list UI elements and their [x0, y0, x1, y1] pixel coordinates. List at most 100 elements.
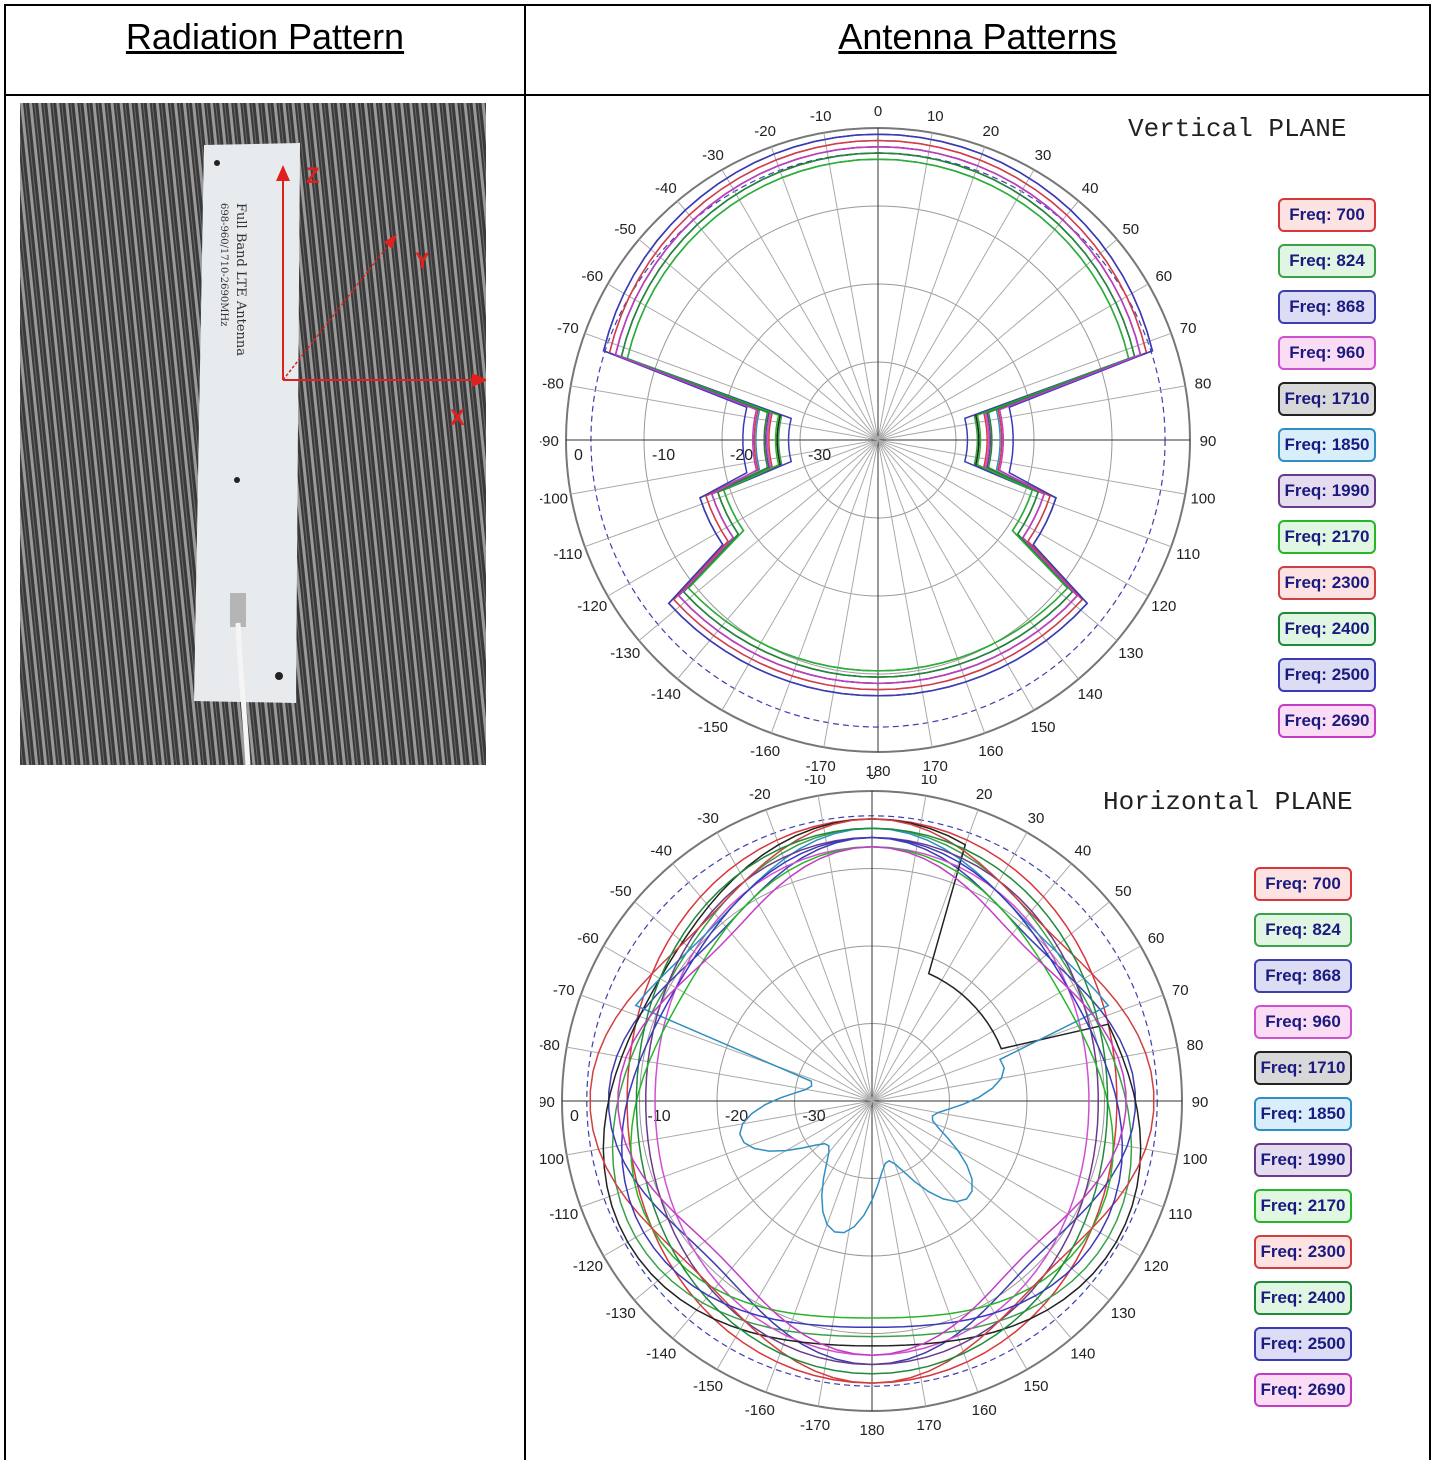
legend-item: Freq: 2500: [1278, 658, 1376, 692]
polar-spoke: [872, 1101, 1109, 1300]
angle-tick-label: -140: [651, 686, 681, 703]
angle-tick-label: -30: [702, 147, 724, 164]
angle-tick-label: 10: [927, 108, 944, 125]
angle-tick-label: -80: [542, 376, 564, 393]
angle-tick-label: -110: [553, 546, 582, 563]
angle-tick-label: 130: [1111, 1305, 1136, 1322]
angle-tick-label: -20: [754, 123, 776, 140]
angle-tick-label: 100: [1190, 490, 1215, 507]
angle-tick-label: 60: [1148, 930, 1165, 947]
angle-tick-label: 110: [1176, 546, 1200, 563]
legend-item: Freq: 1850: [1254, 1097, 1352, 1131]
angle-tick-label: -110: [549, 1206, 578, 1223]
angle-tick-label: 60: [1155, 268, 1172, 285]
angle-tick-label: -60: [577, 930, 599, 947]
angle-tick-label: 180: [859, 1422, 884, 1439]
angle-tick-label: -170: [806, 758, 836, 775]
legend-item: Freq: 1710: [1278, 382, 1376, 416]
legend-item: Freq: 2400: [1254, 1281, 1352, 1315]
angle-tick-label: 110: [1168, 1206, 1192, 1223]
radial-tick-label: -10: [652, 447, 675, 464]
angle-tick-label: 170: [916, 1417, 941, 1434]
angle-tick-label: -70: [557, 320, 579, 337]
legend-item: Freq: 1990: [1254, 1143, 1352, 1177]
angle-tick-label: -50: [610, 883, 632, 900]
legend-item: Freq: 2170: [1278, 520, 1376, 554]
angle-tick-label: 20: [983, 123, 1000, 140]
angle-tick-label: 100: [1183, 1151, 1208, 1168]
vertical-plane-title: Vertical PLANE: [1128, 114, 1346, 144]
table-top-border: [4, 4, 1431, 6]
legend-item: Freq: 1710: [1254, 1051, 1352, 1085]
polar-spoke: [771, 147, 878, 440]
angle-tick-label: 150: [1030, 719, 1055, 736]
angle-tick-label: 90: [1192, 1094, 1209, 1111]
y-axis-label: Y: [415, 248, 430, 273]
angle-tick-label: -120: [573, 1258, 603, 1275]
angle-tick-label: 0: [874, 103, 882, 120]
legend-item: Freq: 2400: [1278, 612, 1376, 646]
polar-spoke: [872, 864, 1071, 1101]
angle-tick-label: 40: [1082, 180, 1099, 197]
legend-item: Freq: 1850: [1278, 428, 1376, 462]
angle-tick-label: -40: [650, 843, 672, 860]
angle-tick-label: 140: [1078, 686, 1103, 703]
legend-item: Freq: 700: [1254, 867, 1352, 901]
angle-tick-label: 30: [1028, 810, 1045, 827]
horizontal-plane-title: Horizontal PLANE: [1103, 787, 1353, 817]
angle-tick-label: -50: [614, 221, 636, 238]
horizontal-plane-chart: 0102030405060708090100110120130140150160…: [540, 775, 1415, 1455]
angle-tick-label: -10: [810, 108, 832, 125]
angle-tick-label: 120: [1144, 1258, 1169, 1275]
angle-tick-label: 80: [1195, 376, 1212, 393]
legend-item: Freq: 2300: [1254, 1235, 1352, 1269]
polar-spoke: [585, 333, 878, 440]
angle-tick-label: -150: [698, 719, 728, 736]
antenna-label-line2: 698-960/1710-2690MHz: [218, 203, 229, 326]
legend-item: Freq: 2170: [1254, 1189, 1352, 1223]
legend-item: Freq: 824: [1254, 913, 1352, 947]
angle-tick-label: -160: [750, 743, 780, 760]
legend-item: Freq: 960: [1254, 1005, 1352, 1039]
antenna-patterns-header: Antenna Patterns: [526, 16, 1429, 58]
angle-tick-label: -140: [646, 1345, 676, 1362]
polar-spoke: [878, 201, 1079, 440]
polar-spoke: [878, 440, 1171, 547]
legend-item: Freq: 960: [1278, 336, 1376, 370]
column-divider: [524, 4, 526, 1460]
angle-tick-label: 70: [1180, 320, 1197, 337]
table-left-border: [4, 4, 6, 1460]
angle-tick-label: 140: [1070, 1345, 1095, 1362]
angle-tick-label: 40: [1074, 843, 1091, 860]
angle-tick-label: 50: [1115, 883, 1132, 900]
antenna-label-line1: Full Band LTE Antenna: [233, 203, 248, 356]
angle-tick-label: 150: [1023, 1378, 1048, 1395]
angle-tick-label: 50: [1122, 221, 1139, 238]
angle-tick-label: -100: [540, 490, 568, 507]
radiation-pattern-header: Radiation Pattern: [6, 16, 524, 58]
legend-item: Freq: 2690: [1254, 1373, 1352, 1407]
angle-tick-label: -90: [540, 433, 559, 450]
table-right-border: [1429, 4, 1431, 1460]
angle-tick-label: 30: [1035, 147, 1052, 164]
polar-spoke: [878, 333, 1171, 440]
angle-tick-label: -150: [693, 1378, 723, 1395]
radial-tick-label: -20: [730, 447, 753, 464]
polar-spoke: [673, 864, 872, 1101]
legend-item: Freq: 2500: [1254, 1327, 1352, 1361]
angle-tick-label: 20: [976, 786, 993, 803]
angle-tick-label: -80: [540, 1037, 560, 1054]
radial-tick-label: -30: [803, 1108, 826, 1125]
angle-tick-label: 160: [978, 743, 1003, 760]
x-axis-label: X: [450, 405, 465, 430]
polar-spoke: [878, 147, 985, 440]
polar-spoke: [872, 902, 1109, 1101]
polar-spoke: [635, 902, 872, 1101]
legend-item: Freq: 868: [1254, 959, 1352, 993]
radial-tick-label: -30: [808, 447, 831, 464]
angle-tick-label: 170: [923, 758, 948, 775]
angle-tick-label: -130: [606, 1305, 636, 1322]
antenna-photo-svg: Full Band LTE Antenna 698-960/1710-2690M…: [20, 103, 486, 765]
vertical-plane-chart: 0 10 20 30 40 50 60 70 80 90 100 110 120 130 140 150 160…: [540, 100, 1415, 780]
angle-tick-label: 80: [1187, 1037, 1204, 1054]
